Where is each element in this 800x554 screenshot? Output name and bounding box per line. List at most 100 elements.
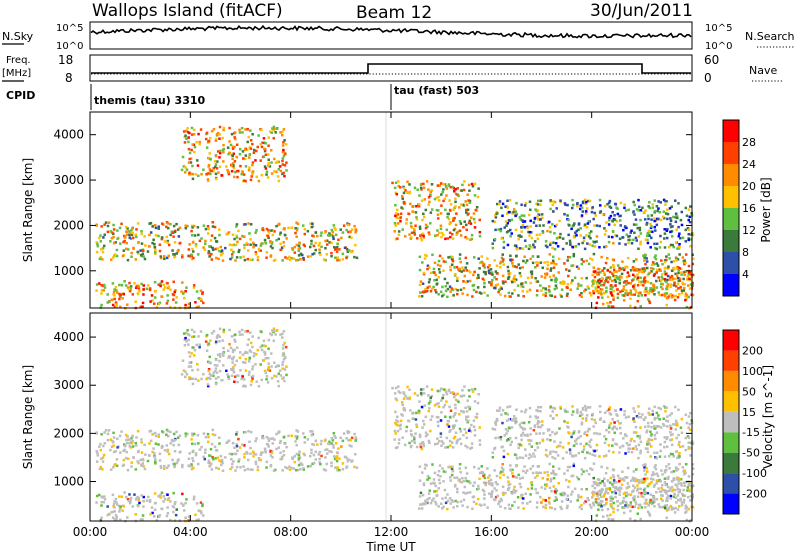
velocity-cell xyxy=(338,457,341,460)
velocity-cell xyxy=(611,468,615,471)
power-cell xyxy=(661,287,664,291)
velocity-cell xyxy=(465,436,469,440)
velocity-cell xyxy=(506,476,510,479)
velocity-cell xyxy=(674,419,678,423)
power-cell xyxy=(606,295,610,299)
power-cell xyxy=(507,275,511,279)
power-cell xyxy=(418,255,422,259)
velocity-cell xyxy=(451,446,455,449)
power-cell xyxy=(674,212,678,216)
power-cell xyxy=(114,253,117,256)
power-cell xyxy=(666,208,669,212)
velocity-cell xyxy=(501,491,505,495)
power-cell xyxy=(635,239,639,242)
power-cell xyxy=(642,254,645,257)
velocity-cell xyxy=(499,438,503,441)
power-cell xyxy=(558,219,561,223)
velocity-cell xyxy=(456,392,459,396)
velocity-cell xyxy=(330,442,334,445)
velocity-cell xyxy=(517,473,520,477)
power-cell xyxy=(312,244,316,248)
velocity-cell xyxy=(292,467,296,470)
velocity-cell xyxy=(199,501,203,504)
power-cell xyxy=(630,229,633,233)
power-cell xyxy=(233,159,237,163)
velocity-cell xyxy=(126,435,129,438)
velocity-cell xyxy=(258,458,261,462)
power-cell xyxy=(468,189,471,192)
power-cell xyxy=(627,235,630,238)
velocity-cell xyxy=(279,457,282,461)
power-cell xyxy=(267,163,271,167)
velocity-cell xyxy=(238,330,241,334)
power-cell xyxy=(453,266,456,269)
power-cell xyxy=(189,161,193,164)
velocity-cell xyxy=(442,388,446,391)
velocity-cell xyxy=(180,502,183,505)
power-cell xyxy=(263,238,267,242)
power-cell xyxy=(96,242,99,246)
velocity-cell xyxy=(442,505,445,509)
velocity-cell xyxy=(615,487,619,490)
velocity-cell xyxy=(603,411,607,415)
power-cell xyxy=(483,266,487,269)
velocity-cell xyxy=(690,441,693,445)
power-cell xyxy=(173,253,176,256)
power-cell xyxy=(177,235,181,238)
power-cell xyxy=(575,265,579,268)
power-cell xyxy=(439,290,443,294)
velocity-cell xyxy=(480,470,483,474)
velocity-cell xyxy=(618,493,621,496)
velocity-cell xyxy=(246,351,249,355)
velocity-cell xyxy=(277,446,281,449)
power-cell xyxy=(578,207,582,211)
velocity-cell xyxy=(251,345,254,349)
power-cell xyxy=(657,200,660,203)
power-cell xyxy=(666,227,669,231)
velocity-cell xyxy=(125,441,129,445)
velocity-cell xyxy=(633,410,636,413)
velocity-cell xyxy=(204,448,207,452)
velocity-cell xyxy=(269,465,273,468)
velocity-cell xyxy=(171,439,175,443)
power-cell xyxy=(334,228,337,231)
power-cell xyxy=(613,214,616,217)
velocity-cell xyxy=(549,480,552,483)
colorbar-swatch xyxy=(723,432,739,453)
power-cell xyxy=(507,272,511,276)
power-cell xyxy=(544,244,548,248)
power-cell xyxy=(275,238,278,242)
velocity-cell xyxy=(593,432,596,435)
velocity-cell xyxy=(520,433,523,437)
power-cell xyxy=(399,212,403,215)
power-cell xyxy=(451,217,455,220)
power-cell xyxy=(420,188,423,191)
power-cell xyxy=(424,287,427,291)
velocity-cell xyxy=(569,452,572,456)
power-cell xyxy=(521,219,524,222)
velocity-cell xyxy=(476,497,480,501)
power-cell xyxy=(672,268,676,271)
velocity-cell xyxy=(559,407,562,410)
velocity-cell xyxy=(318,461,321,464)
power-cell xyxy=(535,233,539,237)
velocity-cell xyxy=(116,446,119,449)
power-cell xyxy=(415,237,419,240)
power-cell xyxy=(154,251,157,254)
colorbar-tick-label: 20 xyxy=(742,180,756,193)
y-tick-label: 2000 xyxy=(53,218,84,232)
velocity-cell xyxy=(663,445,666,449)
power-cell xyxy=(632,260,636,263)
power-cell xyxy=(620,267,623,271)
velocity-cell xyxy=(466,399,469,402)
power-cell xyxy=(320,231,323,234)
power-cell xyxy=(200,237,203,240)
power-cell xyxy=(462,286,466,290)
velocity-cell xyxy=(318,457,321,461)
power-cell xyxy=(145,287,149,291)
velocity-cell xyxy=(655,451,659,455)
velocity-cell xyxy=(669,452,673,456)
velocity-cell xyxy=(660,490,663,493)
power-cell xyxy=(448,222,451,226)
velocity-cell xyxy=(574,454,578,457)
